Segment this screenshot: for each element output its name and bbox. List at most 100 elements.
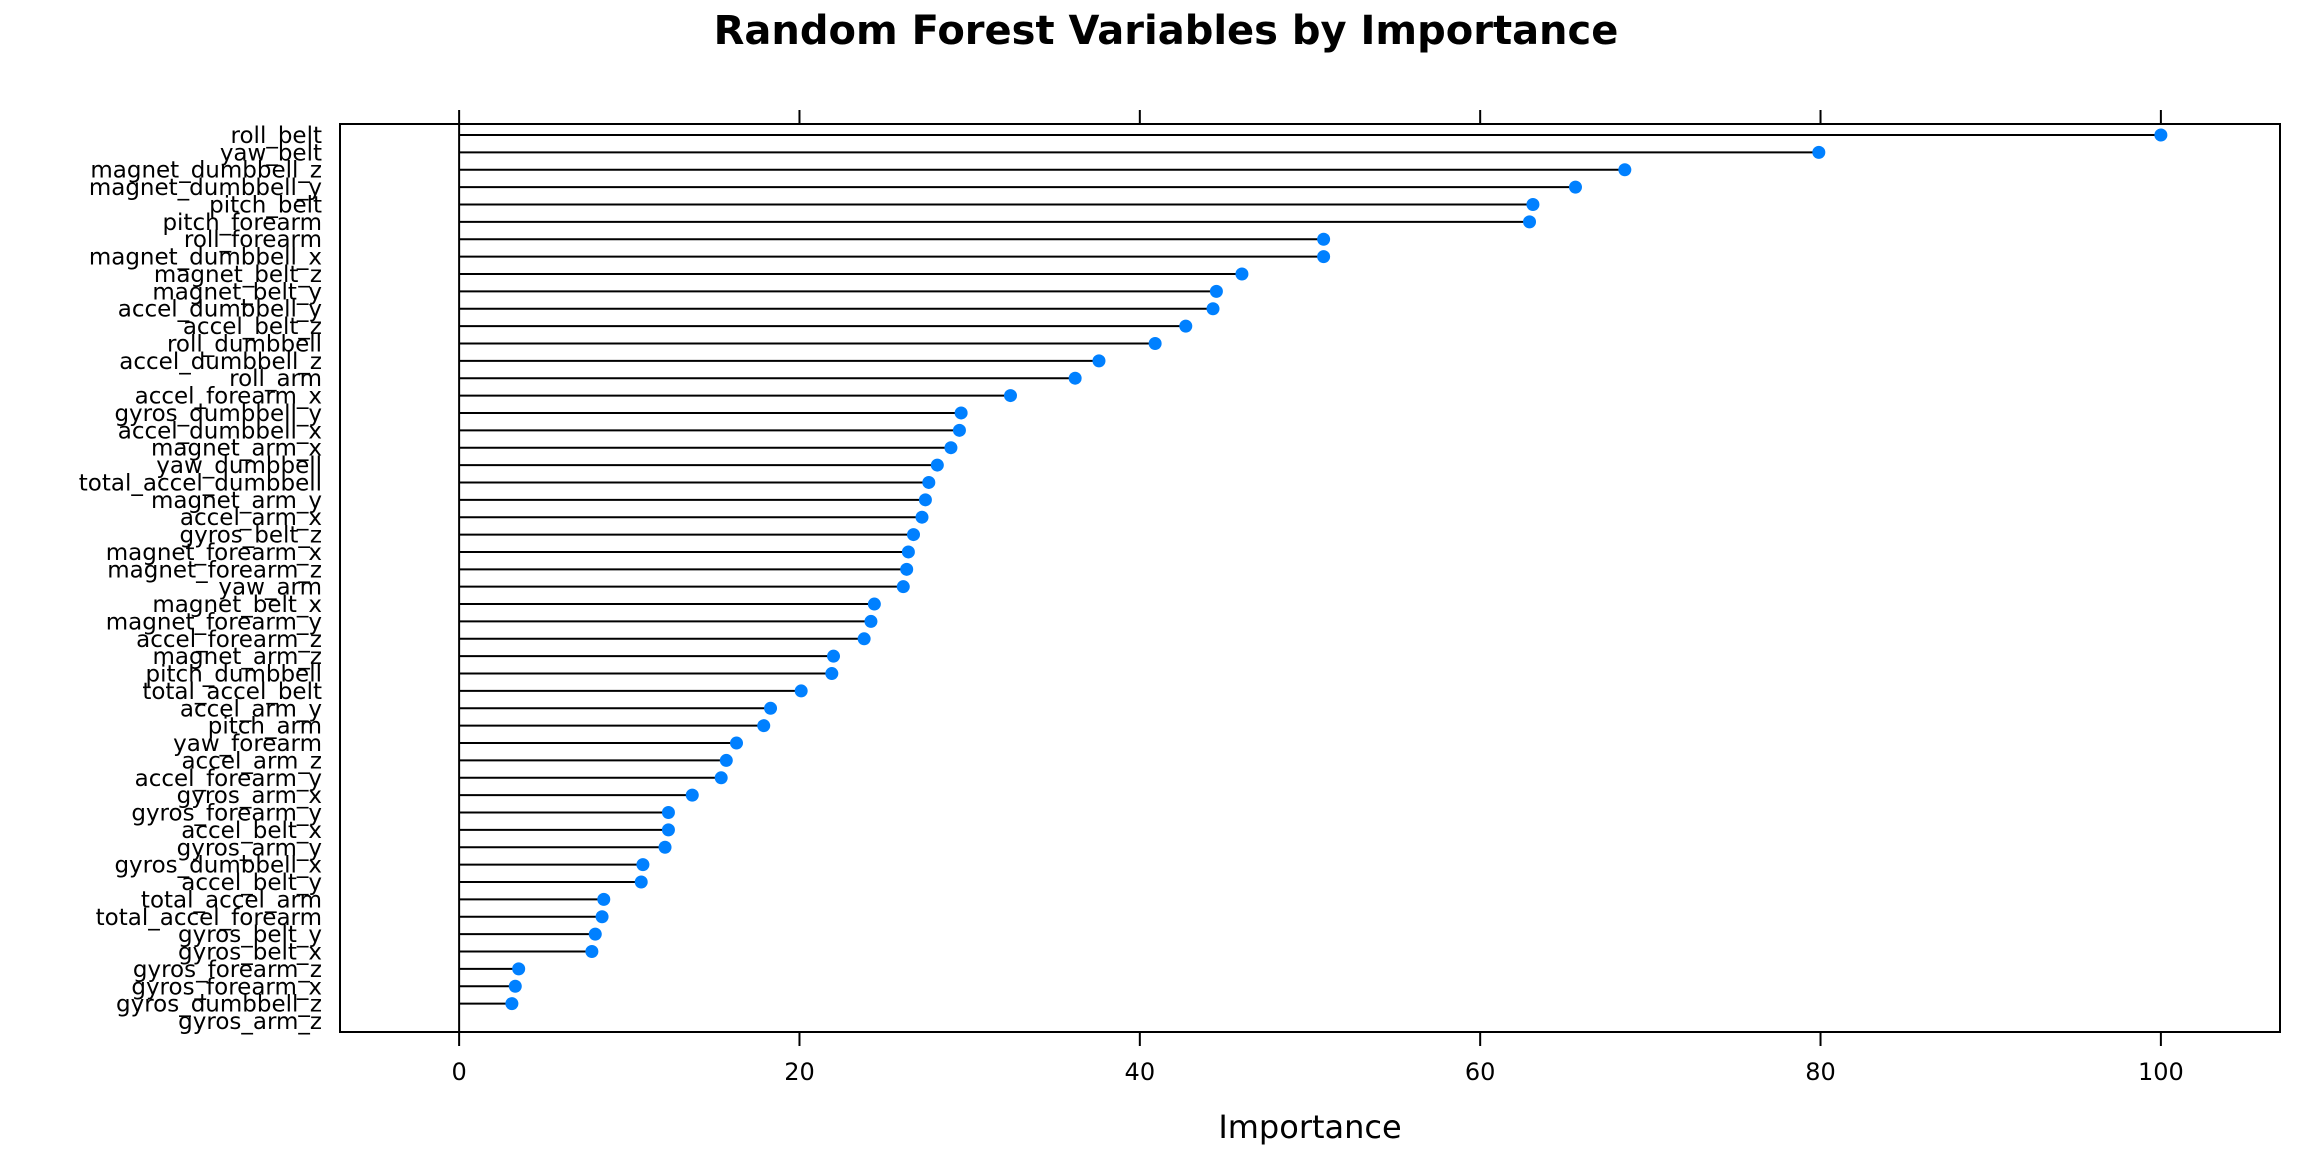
variable-label: accel_dumbbell_z (119, 349, 322, 375)
chart-title: Random Forest Variables by Importance (714, 8, 1619, 54)
variable-label: magnet_dumbbell_y (89, 175, 322, 201)
variable-label: pitch_dumbbell (146, 662, 322, 688)
variable-label: pitch_belt (209, 192, 322, 218)
variable-label: gyros_belt_y (178, 922, 322, 948)
variable-label: accel_belt_z (183, 314, 322, 340)
data-point (661, 823, 675, 837)
data-point (1003, 389, 1017, 403)
data-point (864, 614, 878, 628)
data-point (1523, 215, 1537, 229)
data-point (661, 806, 675, 820)
variable-label: magnet_arm_x (151, 436, 322, 462)
data-point (1206, 302, 1220, 316)
variable-label: yaw_belt (220, 140, 322, 166)
x-tick-label: 0 (451, 1058, 466, 1086)
data-point (588, 927, 602, 941)
data-point (636, 858, 650, 872)
data-point (930, 458, 944, 472)
data-point (1317, 250, 1331, 264)
data-point (944, 441, 958, 455)
variable-label: magnet_forearm_z (107, 557, 322, 583)
data-point (1092, 354, 1106, 368)
variable-label: pitch_arm (208, 714, 322, 740)
plot-frame (339, 123, 2281, 1033)
data-point (1209, 284, 1223, 298)
variable-label: gyros_dumbbell_z (116, 992, 322, 1018)
data-point (634, 875, 648, 889)
variable-label: roll_arm (229, 366, 322, 392)
data-point (922, 475, 936, 489)
variable-label: yaw_forearm (173, 731, 322, 757)
data-point (794, 684, 808, 698)
stem-lines (459, 134, 2161, 1005)
x-tick-label: 40 (1125, 1058, 1156, 1086)
data-point (508, 979, 522, 993)
variable-label: roll_belt (231, 123, 322, 149)
data-point (1068, 371, 1082, 385)
variable-label: accel_arm_y (180, 696, 322, 722)
data-point (585, 945, 599, 959)
variable-label: gyros_forearm_y (131, 801, 322, 827)
variable-label: gyros_dumbbell_x (114, 853, 322, 879)
data-point (1526, 197, 1540, 211)
variable-label: magnet_belt_z (154, 262, 322, 288)
data-point (900, 562, 914, 576)
variable-label: magnet_arm_y (151, 488, 322, 514)
variable-label: accel_forearm_z (136, 627, 322, 653)
variable-label: magnet_forearm_x (106, 540, 322, 566)
data-point (825, 667, 839, 681)
data-point (1618, 163, 1632, 177)
data-point (954, 406, 968, 420)
variable-label: gyros_arm_y (177, 835, 322, 861)
data-point (867, 597, 881, 611)
data-point (714, 771, 728, 785)
data-point (827, 649, 841, 663)
data-point (1235, 267, 1249, 281)
variable-label: accel_dumbbell_y (118, 297, 322, 323)
x-axis-title: Importance (1218, 1108, 1401, 1146)
data-point (915, 510, 929, 524)
variable-label: accel_forearm_x (135, 384, 322, 410)
data-point (918, 493, 932, 507)
data-point (1812, 145, 1826, 159)
data-point (906, 528, 920, 542)
data-point (952, 423, 966, 437)
variable-label: magnet_arm_z (153, 644, 322, 670)
variable-label: roll_dumbbell (167, 331, 322, 357)
data-point (658, 840, 672, 854)
data-point (901, 545, 915, 559)
variable-label: magnet_belt_y (152, 279, 322, 305)
variable-label: total_accel_forearm (96, 905, 322, 931)
x-tick-label: 60 (1465, 1058, 1496, 1086)
data-point (597, 892, 611, 906)
data-point (595, 910, 609, 924)
data-point (730, 736, 744, 750)
data-point (685, 788, 699, 802)
data-point (896, 580, 910, 594)
data-point (757, 719, 771, 733)
variable-label: accel_arm_z (181, 748, 322, 774)
data-point (2154, 128, 2168, 142)
variable-label: magnet_dumbbell_z (90, 158, 322, 184)
variable-label: gyros_dumbbell_y (114, 401, 322, 427)
x-axis-bottom: 0 20 40 60 80 100 (451, 1032, 2184, 1086)
variable-label: accel_belt_y (181, 870, 322, 896)
data-point (764, 701, 778, 715)
variable-label: accel_belt_x (181, 818, 322, 844)
variable-label: roll_forearm (184, 227, 322, 253)
data-point (1148, 336, 1162, 350)
data-points (505, 128, 2168, 1011)
data-point (857, 632, 871, 646)
variable-label: gyros_forearm_z (133, 957, 322, 983)
variable-label: magnet_dumbbell_x (89, 245, 322, 271)
x-tick-label: 80 (1805, 1058, 1836, 1086)
variable-label: gyros_arm_x (177, 783, 322, 809)
data-point (512, 962, 526, 976)
x-tick-label: 20 (784, 1058, 815, 1086)
variable-label: magnet_belt_x (152, 592, 322, 618)
variable-label: accel_dumbbell_x (118, 418, 322, 444)
variable-label: yaw_arm (218, 575, 322, 601)
x-axis-top (458, 110, 2162, 124)
data-point (1317, 232, 1331, 246)
